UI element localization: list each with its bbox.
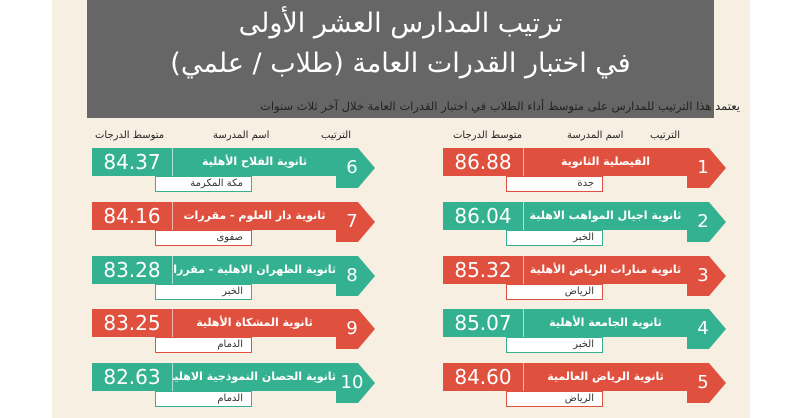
rank-number: 5 [697,372,709,393]
school-name: ثانوية الظهران الاهلية - مقررات [172,256,336,284]
left-header-rank: الترتيب [321,130,351,141]
city-label: جدة [506,176,603,192]
ranking-row: 85.07 ثانوية الجامعة الأهلية الخبر 4 [443,309,726,361]
city-label: صفوى [155,230,252,246]
city-label: الرياض [506,391,603,407]
rank-number: 7 [346,211,358,232]
school-name: ثانوية اجيال المواهب الاهلية [523,202,687,230]
rank-chevron-shape [336,148,375,188]
rank-number: 4 [697,318,709,339]
school-name: الفيصلية الثانوية [523,148,687,176]
ranking-row: 83.28 ثانوية الظهران الاهلية - مقررات الخب… [92,256,375,308]
school-name: ثانوية دار العلوم - مقررات [172,202,336,230]
city-label: الرياض [506,284,603,300]
rank-chevron-shape [687,202,726,242]
rank-number: 2 [697,211,709,232]
rank-number: 6 [346,157,358,178]
rank-chevron-shape [687,256,726,296]
city-label: الخبر [506,230,603,246]
ranking-row: 86.04 ثانوية اجيال المواهب الاهلية الخبر 2 [443,202,726,254]
rank-chevron-shape [687,309,726,349]
school-name: ثانوية الفلاح الأهلية [172,148,336,176]
methodology-note: يعتمد هذا الترتيب للمدارس على متوسط أداء… [260,99,740,113]
city-label: مكة المكرمة [155,176,252,192]
right-header-school: اسم المدرسة [567,130,624,141]
right-header-rank: الترتيب [650,130,680,141]
rank-number: 10 [340,372,364,393]
main-subtitle: في اختبار القدرات العامة (طلاب / علمي) [170,48,631,79]
main-title: ترتيب المدارس العشر الأولى [238,8,563,39]
score-value: 84.16 [92,202,172,230]
title-banner: ترتيب المدارس العشر الأولى في اختبار الق… [87,0,714,118]
rank-number: 8 [346,265,358,286]
school-name: ثانوية الحصان النموذجية الاهلية- مقررات [172,363,336,391]
ranking-row: 84.60 ثانوية الرياض العالمية الرياض 5 [443,363,726,415]
ranking-row: 84.37 ثانوية الفلاح الأهلية مكة المكرمة 6 [92,148,375,200]
right-header-score: متوسط الدرجات [453,130,523,141]
left-header-school: اسم المدرسة [213,130,270,141]
score-value: 83.25 [92,309,172,337]
left-header-score: متوسط الدرجات [95,130,165,141]
school-name: ثانوية منارات الرياض الأهلية [523,256,687,284]
rank-chevron-shape [336,202,375,242]
rank-chevron-shape [687,363,726,403]
school-name: ثانوية الرياض العالمية [523,363,687,391]
city-label: الدمام [155,391,252,407]
city-label: الدمام [155,337,252,353]
score-value: 83.28 [92,256,172,284]
score-value: 85.07 [443,309,523,337]
rank-chevron-shape [336,256,375,296]
score-value: 82.63 [92,363,172,391]
rank-chevron-shape [336,309,375,349]
rank-number: 9 [346,318,358,339]
score-value: 86.04 [443,202,523,230]
city-label: الخبر [155,284,252,300]
rank-number: 1 [697,157,709,178]
city-label: الخبر [506,337,603,353]
ranking-row: 85.32 ثانوية منارات الرياض الأهلية الرياض 3 [443,256,726,308]
score-value: 84.60 [443,363,523,391]
school-name: ثانوية الجامعة الأهلية [523,309,687,337]
score-value: 84.37 [92,148,172,176]
rank-chevron-shape [336,363,375,403]
rank-number: 3 [697,265,709,286]
school-name: ثانوية المشكاة الأهلية [172,309,336,337]
ranking-row: 86.88 الفيصلية الثانوية جدة 1 [443,148,726,200]
rank-chevron-shape [687,148,726,188]
score-value: 85.32 [443,256,523,284]
ranking-row: 83.25 ثانوية المشكاة الأهلية الدمام 9 [92,309,375,361]
score-value: 86.88 [443,148,523,176]
ranking-row: 84.16 ثانوية دار العلوم - مقررات صفوى 7 [92,202,375,254]
